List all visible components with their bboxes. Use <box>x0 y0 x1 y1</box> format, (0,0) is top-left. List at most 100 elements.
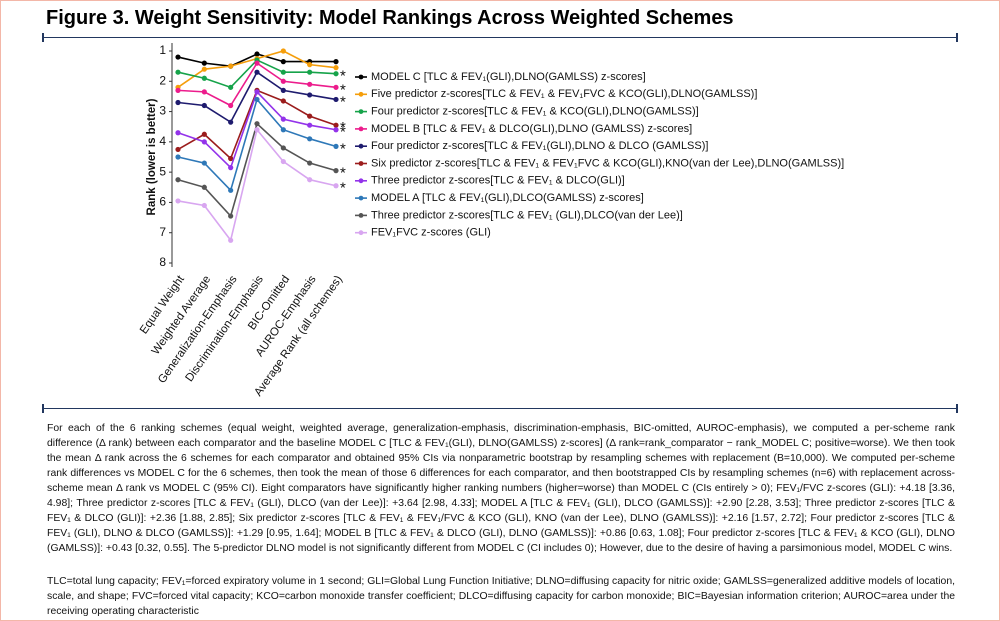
legend-point <box>358 230 364 236</box>
footnote: TLC=total lung capacity; FEV₁=forced exp… <box>47 576 955 617</box>
legend-point <box>358 213 364 218</box>
point <box>307 122 313 128</box>
point <box>333 59 339 65</box>
legend-point <box>358 126 364 132</box>
legend-label: Four predictor z-scores[TLC & FEV₁ & KCO… <box>371 106 699 118</box>
point <box>280 48 286 54</box>
legend-label: Four predictor z-scores[TLC & FEV₁(GLI),… <box>371 140 708 152</box>
point <box>201 66 207 72</box>
y-tick-label: 4 <box>159 134 166 148</box>
point <box>228 119 234 125</box>
y-tick-label: 1 <box>159 43 166 57</box>
significance-marker: * <box>340 81 346 98</box>
point <box>175 54 181 60</box>
point <box>201 75 207 81</box>
significance-marker: * <box>340 93 346 110</box>
point <box>201 89 207 95</box>
point <box>280 78 286 84</box>
legend-label: MODEL B [TLC & FEV₁ & DLCO(GLI),DLNO (GA… <box>371 123 692 135</box>
legend-label: Three predictor z-scores[TLC & FEV₁ & DL… <box>371 175 625 187</box>
point <box>175 146 181 153</box>
point <box>280 145 286 151</box>
y-tick-label: 5 <box>159 164 166 178</box>
point <box>280 127 286 133</box>
point <box>175 87 181 93</box>
y-tick-label: 2 <box>159 73 166 87</box>
significance-marker: * <box>340 119 346 136</box>
point <box>201 160 207 166</box>
point <box>280 98 286 104</box>
point <box>175 154 181 160</box>
y-tick-label: 3 <box>159 104 166 118</box>
point <box>254 96 260 103</box>
point <box>254 127 260 133</box>
divider <box>42 404 958 413</box>
point <box>307 92 313 98</box>
point <box>333 96 339 103</box>
point <box>333 122 339 128</box>
point <box>228 237 234 243</box>
legend-point <box>358 161 364 166</box>
series-line <box>177 97 337 192</box>
y-tick-label: 7 <box>159 225 166 239</box>
point <box>333 71 339 77</box>
legend-label: Three predictor z-scores[TLC & FEV₁ (GLI… <box>371 209 683 221</box>
point <box>333 84 339 90</box>
point <box>333 127 339 133</box>
point <box>254 69 260 75</box>
significance-marker: * <box>340 180 346 197</box>
point <box>254 60 260 66</box>
caption: For each of the 6 ranking schemes (equal… <box>47 423 955 554</box>
point <box>254 121 260 127</box>
legend-point <box>358 178 364 184</box>
point <box>175 130 181 136</box>
legend-point <box>358 143 364 149</box>
point <box>333 143 339 149</box>
point <box>201 202 207 209</box>
point <box>307 160 313 166</box>
significance-marker: * <box>340 140 346 157</box>
point <box>307 81 313 87</box>
significance-marker: * <box>340 165 346 182</box>
legend-label: MODEL C [TLC & FEV₁(GLI),DLNO(GAMLSS) z-… <box>371 71 646 83</box>
point <box>228 155 234 162</box>
y-axis-label: Rank (lower is better) <box>146 98 158 215</box>
point <box>254 51 260 57</box>
point <box>201 102 207 109</box>
point <box>280 69 286 75</box>
point <box>228 213 234 219</box>
point <box>201 131 207 137</box>
point <box>307 62 313 68</box>
point <box>201 184 207 190</box>
point <box>333 168 339 174</box>
point <box>228 84 234 90</box>
point <box>333 183 339 189</box>
point <box>307 136 313 142</box>
y-tick-label: 6 <box>159 195 166 209</box>
series-line <box>177 122 337 218</box>
significance-marker: * <box>340 124 346 141</box>
legend-point <box>358 74 364 80</box>
point <box>280 116 286 122</box>
point <box>175 198 181 204</box>
legend-point <box>358 109 364 114</box>
legend-label: Five predictor z-scores[TLC & FEV₁ & FEV… <box>371 88 757 100</box>
point <box>175 69 181 75</box>
point <box>228 63 234 69</box>
significance-marker: * <box>340 68 346 85</box>
point <box>254 89 260 95</box>
series-line <box>177 127 337 243</box>
point <box>307 177 313 183</box>
point <box>228 102 234 109</box>
legend-label: FEV₁FVC z-scores (GLI) <box>371 227 491 239</box>
point <box>228 187 234 193</box>
point <box>307 69 313 75</box>
point <box>280 87 286 93</box>
point <box>228 165 234 171</box>
point <box>175 99 181 106</box>
legend-label: MODEL A [TLC & FEV₁(GLI),DLCO(GAMLSS) z-… <box>371 192 644 204</box>
divider <box>42 33 958 42</box>
point <box>280 158 286 165</box>
